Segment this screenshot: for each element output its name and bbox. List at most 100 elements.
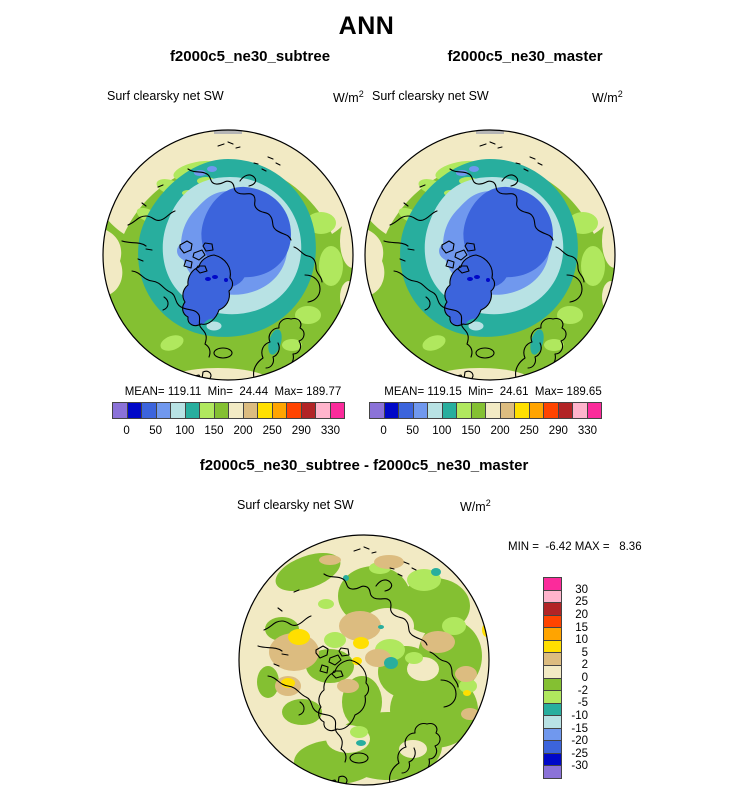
colorbar-diff: [543, 577, 562, 779]
colorbar-boundary-label: -25: [571, 747, 588, 760]
colorbar-tick-label: 50: [149, 425, 163, 437]
colorbar-boundary-label: -30: [571, 760, 588, 773]
panel-header-subtree: f2000c5_ne30_subtree: [169, 48, 331, 65]
colorbar-tick-label: 330: [577, 425, 598, 437]
colorbar-master: [369, 402, 602, 419]
colorbar-cell: [544, 614, 561, 628]
colorbar-tick-label: 50: [406, 425, 420, 437]
colorbar-cell: [499, 403, 514, 418]
colorbar-tick-label: 290: [291, 425, 311, 437]
colorbar-cell: [544, 715, 561, 728]
colorbar-boundary-label: 20: [575, 608, 588, 621]
colorbar-cell: [271, 403, 286, 418]
colorbar-boundary-label: 25: [575, 596, 588, 609]
colorbar-cell: [383, 403, 398, 418]
colorbar-boundary-label: -2: [577, 684, 588, 697]
colorbar-boundary-label: 5: [581, 646, 588, 659]
colorbar-cell: [544, 765, 561, 778]
colorbar-cell: [586, 403, 601, 418]
colorbar-cell: [126, 403, 141, 418]
colorbar-tick-label: 150: [204, 425, 224, 437]
colorbar-tick-label: 0: [123, 425, 130, 437]
variable-label-diff: Surf clearsky net SW: [237, 498, 354, 512]
units-label-subtree: W/m2: [333, 89, 364, 106]
colorbar-cell: [155, 403, 170, 418]
colorbar-cell: [329, 403, 344, 418]
units-label-diff: W/m2: [460, 498, 491, 515]
colorbar-cell: [286, 403, 301, 418]
colorbar-cell: [544, 602, 561, 615]
colorbar-cell: [544, 702, 561, 716]
colorbar-cell: [544, 578, 561, 590]
colorbar-cell: [485, 403, 500, 418]
colorbar-cell: [557, 403, 572, 418]
colorbar-cell: [544, 652, 561, 665]
colorbar-boundary-label: 2: [581, 659, 588, 672]
colorbar-cell: [427, 403, 442, 418]
colorbar-cell: [257, 403, 272, 418]
colorbar-tick-label: 330: [320, 425, 341, 437]
colorbar-tick-label: 200: [233, 425, 253, 437]
colorbar-cell: [528, 403, 543, 418]
colorbar-tick-label: 290: [548, 425, 568, 437]
colorbar-tick-label: 250: [262, 425, 282, 437]
colorbar-cell: [370, 403, 384, 418]
panel-header-diff: f2000c5_ne30_subtree - f2000c5_ne30_mast…: [199, 457, 529, 474]
colorbar-boundary-label: 30: [575, 583, 588, 596]
colorbar-tick-label: 100: [175, 425, 195, 437]
colorbar-cell: [141, 403, 156, 418]
colorbar-ticks-subtree: 0 50 100 150 200 250 290 330: [112, 425, 345, 439]
stats-subtree: MEAN= 119.11 Min= 24.44 Max= 189.77: [124, 386, 342, 398]
colorbar-cell: [456, 403, 471, 418]
colorbar-cell: [300, 403, 315, 418]
stats-master: MEAN= 119.15 Min= 24.61 Max= 189.65: [384, 386, 602, 398]
colorbar-boundary-label: -20: [571, 735, 588, 748]
colorbar-cell: [544, 677, 561, 691]
colorbar-cell: [544, 690, 561, 703]
colorbar-cell: [544, 589, 561, 603]
page-title: ANN: [338, 12, 395, 40]
minmax-diff: MIN = -6.42 MAX = 8.36: [508, 541, 642, 553]
colorbar-cell: [398, 403, 413, 418]
colorbar-cell: [544, 752, 561, 766]
colorbar-cell: [470, 403, 485, 418]
colorbar-tick-label: 0: [380, 425, 387, 437]
variable-label-subtree: Surf clearsky net SW: [107, 89, 224, 103]
colorbar-cell: [228, 403, 243, 418]
colorbar-cell: [544, 727, 561, 741]
colorbar-cell: [572, 403, 587, 418]
units-label-master: W/m2: [592, 89, 623, 106]
polar-map-subtree: [102, 129, 354, 381]
colorbar-boundary-label: 15: [575, 621, 588, 634]
colorbar-cell: [544, 740, 561, 753]
colorbar-cell: [315, 403, 330, 418]
polar-map-diff: [238, 534, 490, 786]
colorbar-tick-label: 100: [432, 425, 452, 437]
colorbar-ticks-master: 0 50 100 150 200 250 290 330: [369, 425, 602, 439]
colorbar-cell: [544, 627, 561, 640]
panel-header-master: f2000c5_ne30_master: [447, 48, 603, 65]
colorbar-boundary-label: -10: [571, 709, 588, 722]
colorbar-cell: [184, 403, 199, 418]
colorbar-cell: [514, 403, 529, 418]
colorbar-cell: [543, 403, 558, 418]
polar-map-master: [364, 129, 616, 381]
colorbar-boundary-label: 10: [575, 634, 588, 647]
colorbar-cell: [113, 403, 127, 418]
colorbar-cell: [213, 403, 228, 418]
colorbar-boundary-label: 0: [581, 672, 588, 684]
colorbar-cell: [170, 403, 185, 418]
colorbar-tick-label: 200: [490, 425, 510, 437]
colorbar-cell: [544, 639, 561, 653]
colorbar-cell: [199, 403, 214, 418]
colorbar-boundary-label: -5: [577, 697, 588, 710]
colorbar-cell: [412, 403, 427, 418]
colorbar-tick-label: 150: [461, 425, 481, 437]
colorbar-cell: [544, 664, 561, 678]
colorbar-cell: [441, 403, 456, 418]
variable-label-master: Surf clearsky net SW: [372, 89, 489, 103]
colorbar-boundary-label: -15: [571, 722, 588, 735]
colorbar-labels-diff: 30 25 20 15 10 5 2 0 -2 -5 -10 -15 -20 -25 -30: [566, 577, 588, 779]
colorbar-cell: [242, 403, 257, 418]
